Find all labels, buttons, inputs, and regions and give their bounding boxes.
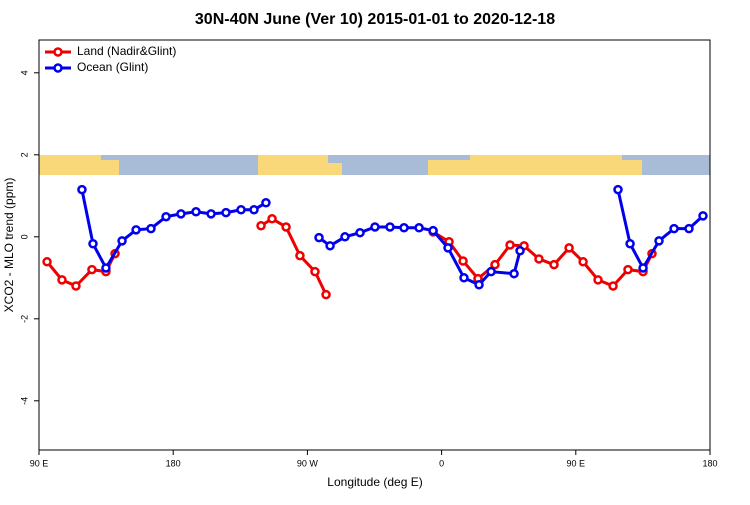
- point: [310, 266, 320, 277]
- point: [684, 223, 694, 234]
- point: [515, 245, 525, 256]
- point: [509, 268, 519, 279]
- point: [490, 259, 500, 270]
- point: [77, 184, 87, 195]
- point: [191, 207, 201, 217]
- x-axis-label: Longitude (deg E): [327, 475, 422, 489]
- point: [161, 211, 171, 222]
- x-tick-label: 90 E: [30, 458, 49, 468]
- point: [625, 239, 635, 249]
- point: [57, 275, 67, 285]
- point: [281, 222, 291, 232]
- point: [608, 281, 618, 291]
- legend-label: Ocean (Glint): [77, 60, 148, 74]
- point: [261, 198, 271, 208]
- point: [221, 207, 231, 218]
- point: [206, 209, 216, 219]
- point: [249, 204, 259, 215]
- x-tick-label: 90 E: [567, 458, 586, 468]
- point: [593, 275, 603, 285]
- plot-frame: [38, 39, 711, 451]
- point: [321, 289, 331, 300]
- point: [42, 257, 52, 267]
- legend-marker: [53, 47, 63, 57]
- point: [370, 222, 380, 232]
- point: [117, 236, 127, 246]
- point: [459, 273, 469, 283]
- y-tick-label: 0: [19, 234, 29, 239]
- point: [399, 223, 409, 233]
- y-tick-label: -2: [19, 315, 29, 323]
- point: [146, 223, 156, 234]
- point: [534, 254, 544, 264]
- point: [564, 243, 574, 253]
- point: [458, 256, 468, 266]
- y-axis-label: XCO2 - MLO trend (ppm): [2, 178, 16, 313]
- point: [669, 223, 679, 234]
- point: [325, 241, 335, 251]
- legend-label: Land (Nadir&Glint): [77, 44, 176, 58]
- legend-marker: [53, 63, 63, 73]
- point: [549, 259, 559, 270]
- point: [414, 223, 424, 233]
- point: [428, 225, 438, 236]
- point: [101, 263, 111, 273]
- point: [654, 236, 664, 246]
- point: [176, 209, 186, 219]
- point: [613, 184, 623, 195]
- point: [131, 225, 141, 235]
- point: [236, 204, 246, 215]
- map-strip: [39, 155, 710, 175]
- point: [267, 214, 277, 224]
- y-tick-label: -4: [19, 397, 29, 405]
- point: [314, 232, 324, 243]
- series-line: [80, 189, 704, 287]
- point: [486, 266, 496, 277]
- point: [295, 250, 305, 261]
- x-tick-label: 0: [439, 458, 444, 468]
- x-tick-label: 180: [166, 458, 181, 468]
- point: [623, 264, 633, 275]
- y-tick-label: 2: [19, 152, 29, 157]
- point: [340, 232, 350, 242]
- y-tick-label: 4: [19, 70, 29, 75]
- point: [505, 240, 515, 250]
- point: [88, 239, 98, 249]
- point: [638, 263, 648, 273]
- point: [71, 281, 81, 291]
- point: [474, 280, 484, 290]
- point: [443, 243, 453, 253]
- point: [385, 222, 395, 232]
- x-tick-label: 90 W: [297, 458, 319, 468]
- point: [355, 227, 365, 238]
- point: [87, 264, 97, 275]
- chart-title: 30N-40N June (Ver 10) 2015-01-01 to 2020…: [195, 11, 555, 28]
- point: [578, 257, 588, 267]
- point: [698, 211, 708, 221]
- x-tick-label: 180: [702, 458, 717, 468]
- point: [256, 220, 266, 231]
